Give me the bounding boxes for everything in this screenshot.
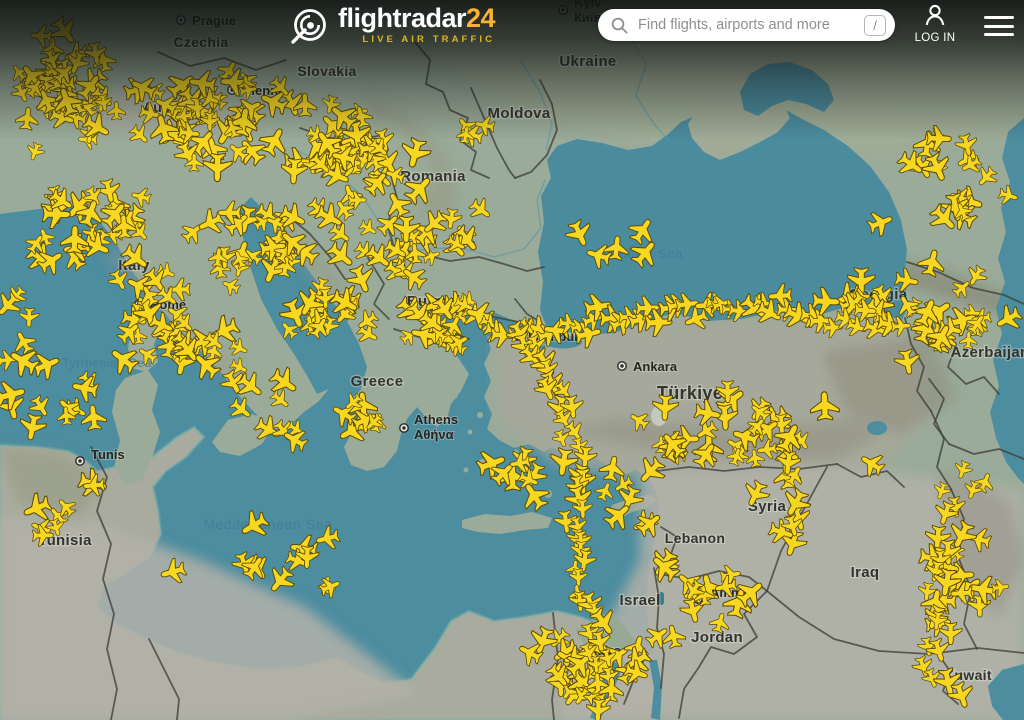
svg-text:Tunis: Tunis [91, 447, 125, 462]
menu-icon [984, 16, 1014, 19]
flightradar24-logo[interactable]: flightradar24 LIVE AIR TRAFFIC [290, 3, 496, 45]
country-label: Lebanon [665, 530, 725, 546]
country-label: Greece [351, 373, 404, 390]
svg-text:Athens: Athens [414, 412, 458, 427]
country-label: Slovakia [297, 63, 356, 79]
search-icon [611, 17, 628, 33]
brand-suffix: 24 [466, 3, 496, 33]
svg-text:Ankara: Ankara [633, 359, 678, 374]
radar-logo-icon [291, 9, 326, 44]
login-button[interactable]: LOG IN [911, 4, 959, 44]
country-label: Syria [748, 498, 787, 515]
menu-button[interactable] [984, 16, 1014, 40]
brand-tagline: LIVE AIR TRAFFIC [362, 34, 496, 45]
login-label: LOG IN [914, 32, 956, 44]
country-label: Türkiye [657, 383, 723, 403]
search-input[interactable] [636, 16, 864, 34]
svg-text:Αθήνα: Αθήνα [414, 427, 454, 442]
city-label: Ankara [617, 358, 679, 375]
country-label: Iraq [851, 564, 880, 581]
country-label: Azerbaijan [951, 344, 1024, 361]
country-label: Jordan [691, 629, 743, 646]
city-label: Tunis [75, 446, 126, 466]
keyboard-shortcut-badge: / [864, 14, 886, 36]
user-icon [925, 4, 945, 26]
country-label: Moldova [488, 105, 551, 122]
header: flightradar24 LIVE AIR TRAFFIC / LOG IN [0, 0, 1024, 56]
search-bar[interactable]: / [598, 9, 895, 41]
brand-name: flightradar [338, 3, 467, 33]
country-label: Israel [620, 592, 661, 609]
country-label: Romania [400, 168, 466, 185]
